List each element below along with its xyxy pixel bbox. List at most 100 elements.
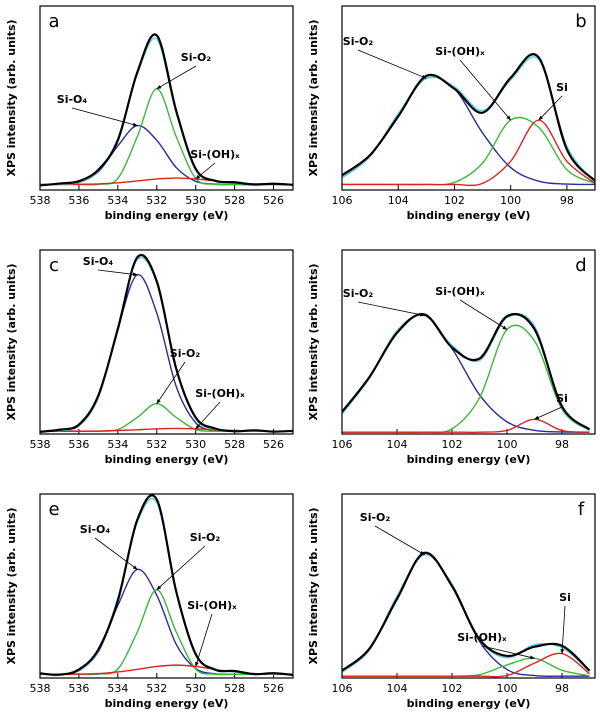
x-tick-label: 100: [497, 438, 518, 451]
x-tick-label: 102: [444, 194, 465, 207]
leader: [357, 49, 427, 79]
leader: [357, 301, 425, 317]
panel: 538 536 534 532 530 528 526 Si-O₄ Si-O₂ Si-(OH)ₓ e…: [5, 493, 294, 710]
data-line: [342, 551, 591, 672]
x-tick-label: 526: [263, 682, 284, 695]
series-label: Si-O₂: [343, 35, 374, 48]
x-tick-label: 98: [555, 438, 569, 451]
component-line: [40, 568, 293, 676]
leader: [534, 406, 563, 420]
panel: 106 104 102 100 98 Si-O₂ Si-(OH)ₓ Si d binding en…: [307, 249, 596, 466]
panel: 538 536 534 532 530 528 526 Si-O₄ Si-O₂ Si-(OH)ₓ c…: [5, 249, 294, 466]
y-axis-label: XPS intensity (arb. units): [5, 19, 18, 176]
plot-frame: [341, 249, 596, 435]
series-label: Si: [559, 591, 571, 604]
leader: [374, 525, 425, 556]
component-line: [342, 657, 590, 677]
series-label: Si-O₄: [83, 255, 114, 268]
leader: [459, 59, 511, 121]
leader: [97, 269, 138, 277]
leader: [195, 401, 221, 430]
x-tick-label: 100: [497, 682, 518, 695]
x-tick-label: 536: [68, 438, 89, 451]
panel-letter: a: [48, 11, 59, 32]
x-tick-label: 530: [185, 194, 206, 207]
leader: [538, 95, 563, 121]
series-label: Si-O₂: [181, 51, 212, 64]
series-label: Si-O₂: [170, 347, 201, 360]
x-tick-label: 538: [30, 438, 51, 451]
plot-frame: [39, 249, 294, 435]
x-tick-label: 534: [107, 438, 128, 451]
x-tick-label: 536: [68, 682, 89, 695]
leader: [195, 613, 213, 667]
x-tick-label: 538: [30, 682, 51, 695]
x-tick-label: 98: [560, 194, 574, 207]
y-axis-label: XPS intensity (arb. units): [5, 263, 18, 420]
series-label: Si-O₂: [190, 531, 221, 544]
panel: 106 104 102 100 98 Si-O₂ Si-(OH)ₓ Si b binding en…: [307, 5, 596, 222]
series-label: Si: [556, 392, 568, 405]
x-tick-label: 104: [387, 682, 408, 695]
leader: [156, 545, 206, 591]
data-line: [342, 53, 595, 182]
x-tick-label: 538: [30, 194, 51, 207]
y-axis-label: XPS intensity (arb. units): [5, 507, 18, 664]
x-tick-label: 530: [185, 682, 206, 695]
series-label: Si-(OH)ₓ: [190, 148, 240, 161]
leader: [195, 162, 216, 180]
leader: [459, 299, 508, 330]
y-axis-label: XPS intensity (arb. units): [307, 263, 320, 420]
x-tick-label: 98: [555, 682, 569, 695]
plot-frame: [341, 5, 596, 191]
plot-frame: [341, 493, 596, 679]
series-label: Si-O₄: [57, 93, 88, 106]
x-tick-label: 532: [146, 682, 167, 695]
component-line: [342, 418, 590, 433]
panel: 106 104 102 100 98 Si-O₂ Si-(OH)ₓ Si f binding en…: [307, 493, 596, 710]
x-tick-label: 532: [146, 438, 167, 451]
x-tick-label: 536: [68, 194, 89, 207]
series-label: Si-(OH)ₓ: [187, 599, 237, 612]
fit-line: [40, 37, 293, 186]
component-line: [40, 274, 293, 433]
y-axis-label: XPS intensity (arb. units): [307, 19, 320, 176]
component-line: [40, 124, 293, 186]
plot-frame: [39, 493, 294, 679]
x-axis-label: binding energy (eV): [105, 209, 229, 222]
leader: [156, 65, 197, 90]
plot-frame: [39, 5, 294, 191]
panel-letter: b: [575, 11, 586, 32]
data-line: [40, 33, 293, 187]
component-line: [342, 116, 595, 186]
x-tick-label: 106: [332, 438, 353, 451]
series-label: Si-O₂: [360, 511, 391, 524]
x-tick-label: 106: [332, 194, 353, 207]
leader: [94, 537, 138, 570]
x-tick-label: 532: [146, 194, 167, 207]
component-line: [342, 652, 590, 678]
leader: [156, 361, 186, 405]
panel-letter: c: [49, 255, 59, 276]
x-axis-label: binding energy (eV): [407, 697, 531, 710]
x-axis-label: binding energy (eV): [105, 453, 229, 466]
component-line: [40, 588, 293, 676]
x-tick-label: 526: [263, 194, 284, 207]
component-line: [342, 119, 595, 187]
fit-line: [40, 497, 293, 676]
x-tick-label: 106: [332, 682, 353, 695]
x-tick-label: 528: [224, 682, 245, 695]
x-tick-label: 528: [224, 438, 245, 451]
panel-letter: e: [48, 499, 59, 520]
component-line: [342, 314, 590, 433]
x-tick-label: 100: [500, 194, 521, 207]
fit-line: [40, 256, 293, 432]
x-tick-label: 104: [388, 194, 409, 207]
x-axis-label: binding energy (eV): [407, 453, 531, 466]
series-label: Si-O₄: [80, 523, 111, 536]
panel-letter: d: [575, 255, 586, 276]
series-label: Si: [556, 81, 568, 94]
panel: 538 536 534 532 530 528 526 Si-O₄ Si-O₂ Si-(OH)ₓ a…: [5, 5, 294, 222]
x-tick-label: 526: [263, 438, 284, 451]
x-tick-label: 534: [107, 682, 128, 695]
